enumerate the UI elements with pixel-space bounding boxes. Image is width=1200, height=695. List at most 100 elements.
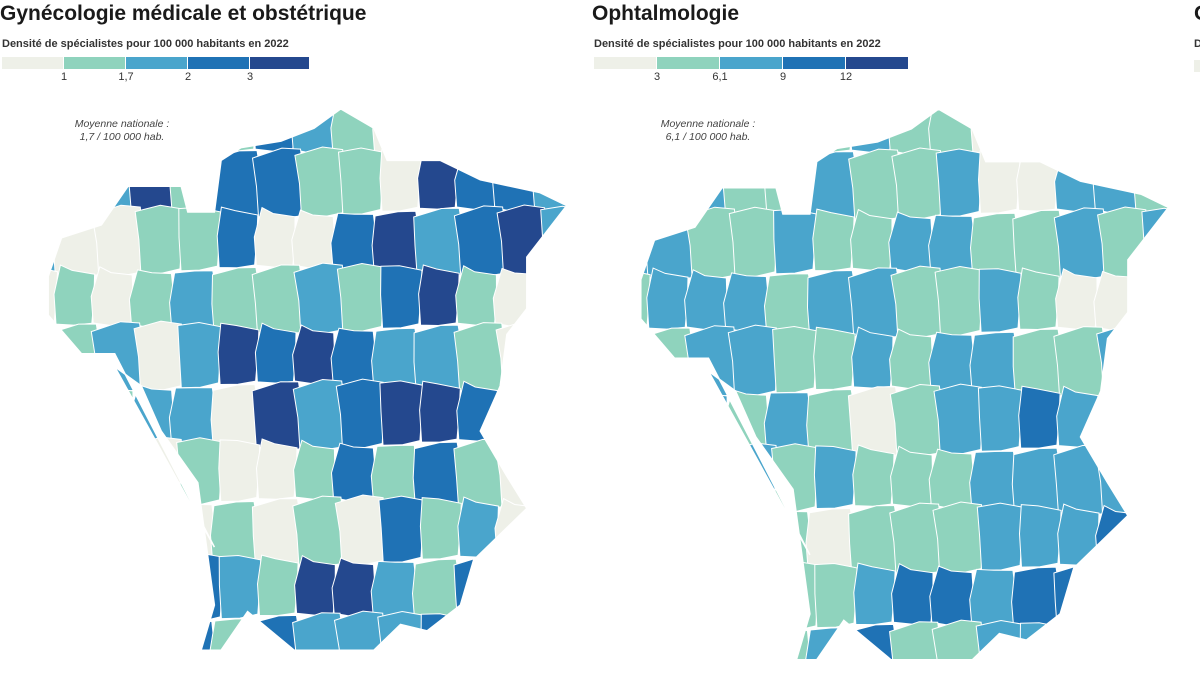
department-region: [969, 450, 1019, 513]
legend-tick: 1,7: [118, 71, 134, 83]
legend-swatch-class-4: [250, 57, 310, 69]
department-region: [687, 621, 730, 660]
legend-swatch-class-2: [720, 57, 783, 69]
department-region: [48, 381, 59, 445]
department-region: [684, 269, 728, 331]
department-region: [1053, 444, 1107, 517]
national-average-value: 1,7 / 100 000 hab.: [79, 131, 165, 143]
department-region: [89, 151, 134, 211]
department-region: [642, 446, 695, 516]
department-region: [772, 325, 818, 394]
department-region: [330, 442, 377, 503]
department-region: [168, 387, 218, 448]
department-region: [209, 618, 259, 651]
department-region: [934, 265, 983, 336]
france-choropleth-map: [47, 108, 568, 651]
department-region: [92, 496, 135, 558]
department-region: [454, 149, 497, 211]
department-region: [814, 562, 858, 629]
department-region: [532, 386, 567, 446]
department-region: [970, 109, 1022, 162]
department-region: [48, 496, 60, 562]
national-average-note: Moyenne nationale : 1,7 / 100 000 hab.: [52, 118, 192, 144]
color-legend: [2, 57, 310, 69]
department-region: [891, 147, 943, 220]
france-choropleth-map: [640, 108, 1170, 661]
department-region: [640, 620, 654, 660]
department-region: [772, 109, 816, 156]
department-region: [1133, 155, 1169, 218]
department-region: [175, 552, 223, 623]
department-region: [52, 148, 95, 210]
department-region: [492, 152, 539, 213]
department-region: [1054, 150, 1098, 213]
map-panel-ophtalmologie: Ophtalmologie Densité de spécialistes po…: [592, 0, 1192, 695]
department-region: [640, 568, 650, 631]
department-region: [1056, 385, 1099, 448]
department-region: [48, 560, 57, 622]
department-region: [805, 627, 855, 660]
department-region: [929, 565, 975, 627]
department-region: [727, 324, 779, 396]
department-region: [1134, 624, 1169, 660]
department-region: [1133, 508, 1169, 569]
department-region: [1095, 504, 1139, 567]
department-region: [453, 555, 506, 626]
department-region: [1018, 504, 1062, 568]
department-region: [215, 108, 258, 152]
department-region: [456, 380, 498, 442]
department-region: [851, 326, 894, 389]
department-region: [292, 612, 345, 651]
country-border: [47, 108, 568, 651]
panel-title: Ophtalmologie: [592, 2, 739, 25]
department-region: [1140, 325, 1169, 395]
department-region: [812, 208, 855, 272]
legend-tick: 12: [839, 71, 853, 83]
department-region: [1016, 149, 1059, 212]
department-region: [1142, 109, 1169, 157]
department-region: [458, 612, 501, 651]
legend-tick: 1: [60, 71, 68, 83]
department-region: [1095, 442, 1149, 516]
department-region: [379, 380, 424, 446]
department-region: [813, 326, 856, 391]
department-region: [330, 212, 378, 273]
department-region: [1098, 109, 1148, 160]
department-region: [178, 206, 221, 272]
country-border: [640, 108, 1170, 661]
department-region: [850, 208, 893, 271]
department-region: [931, 619, 985, 660]
department-region: [928, 331, 976, 393]
cut-panel-legend-fragment: D: [1194, 38, 1200, 50]
legend-tick: 6,1: [712, 71, 728, 83]
department-region: [889, 328, 934, 390]
department-region: [256, 554, 299, 617]
department-region: [294, 146, 346, 218]
department-region: [493, 382, 538, 443]
department-region: [48, 611, 61, 651]
department-region: [888, 211, 934, 273]
department-region: [253, 206, 296, 268]
department-region: [419, 380, 461, 443]
department-region: [90, 266, 134, 327]
department-region: [811, 109, 854, 153]
department-region: [53, 264, 96, 326]
department-region: [640, 149, 650, 213]
department-region: [640, 503, 653, 570]
department-region: [976, 502, 1023, 571]
department-region: [642, 208, 696, 281]
department-region: [764, 154, 815, 219]
department-region: [685, 386, 728, 448]
department-region: [1141, 207, 1169, 276]
department-region: [133, 320, 184, 391]
department-region: [1017, 267, 1060, 331]
department-region: [642, 565, 694, 634]
department-region: [293, 439, 336, 500]
department-region: [932, 501, 984, 574]
department-region: [216, 206, 259, 269]
department-region: [218, 554, 262, 620]
department-region: [93, 612, 136, 651]
department-region: [372, 108, 423, 161]
legend-swatch-class-3: [188, 57, 250, 69]
department-region: [380, 265, 423, 329]
